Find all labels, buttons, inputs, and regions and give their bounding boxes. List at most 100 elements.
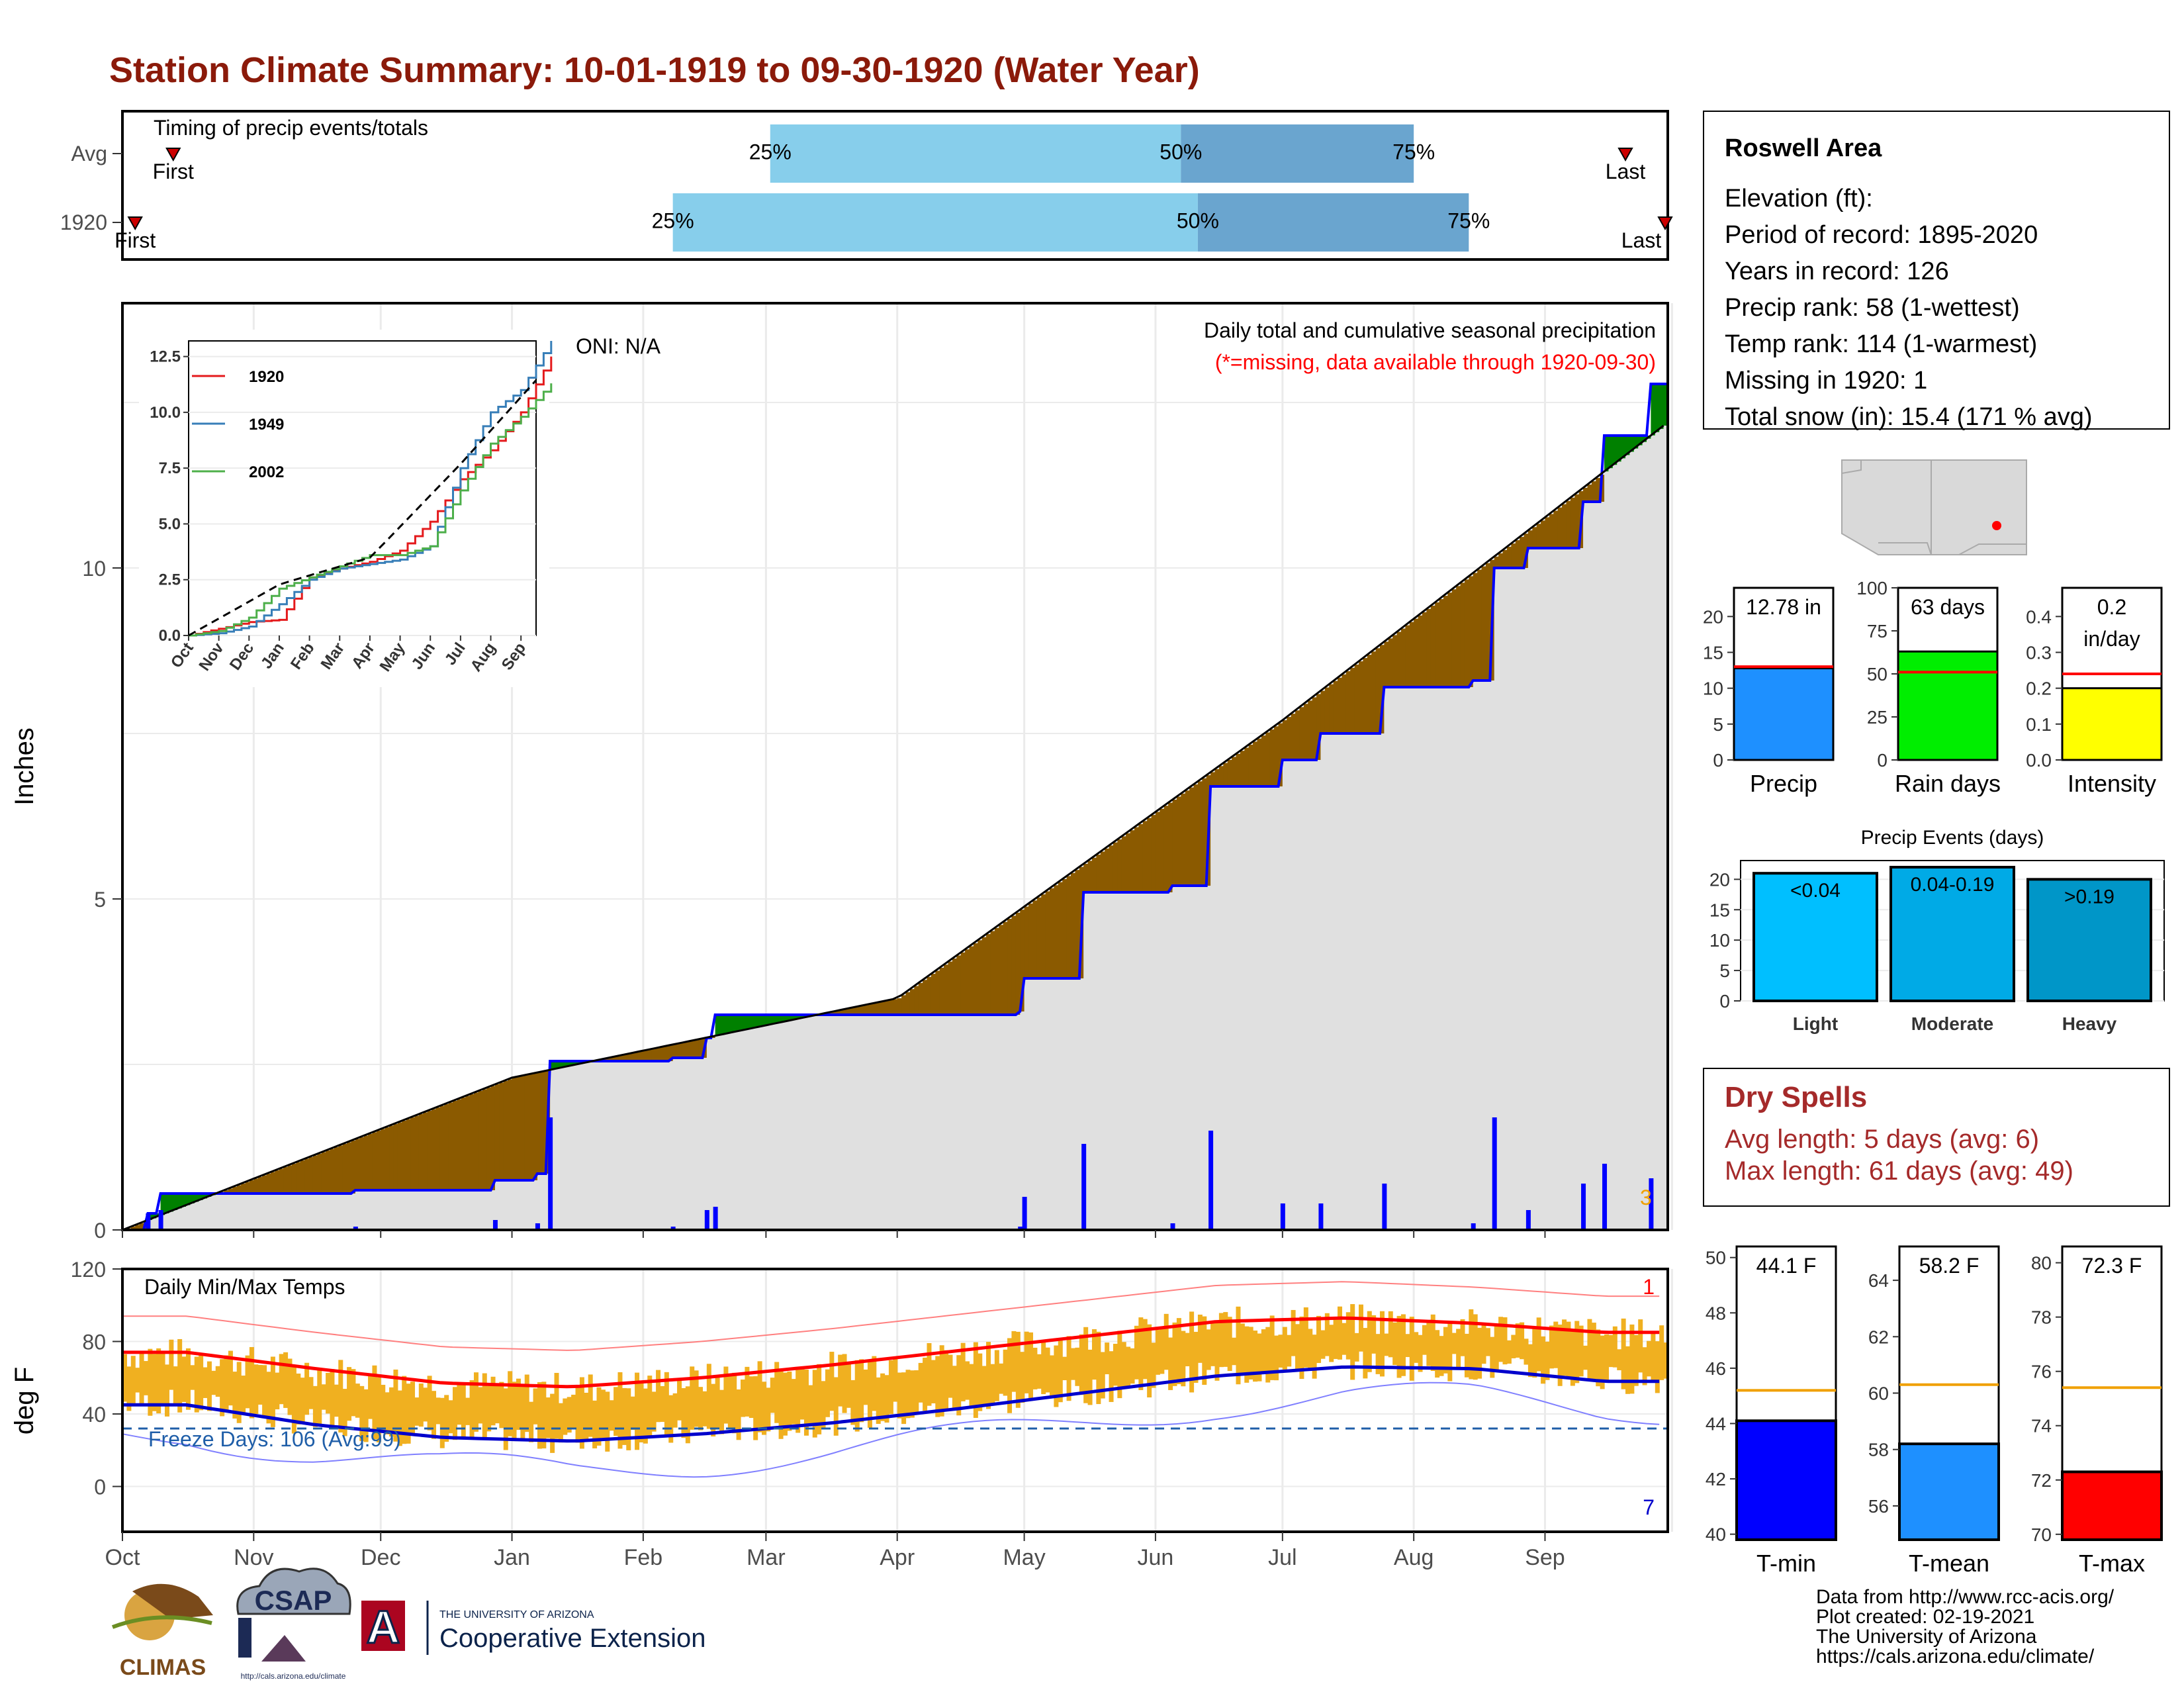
temp-bar-tick-label: 56 [1868, 1496, 1889, 1517]
below-average-fill [1214, 769, 1220, 786]
daily-temp-bar [897, 1372, 902, 1419]
cumulative-area [512, 1180, 517, 1230]
above-average-fill [575, 1061, 580, 1065]
dry-spells-title: Dry Spells [1725, 1081, 1867, 1113]
cumulative-area [529, 1180, 534, 1230]
above-average-fill [761, 1015, 766, 1027]
below-average-fill [1282, 720, 1287, 760]
below-average-fill [1232, 757, 1236, 786]
below-average-fill [1430, 605, 1435, 687]
below-average-fill [1473, 573, 1478, 680]
below-average-fill [1515, 540, 1520, 568]
daily-temp-bar [1011, 1331, 1017, 1392]
daily-temp-bar [199, 1354, 204, 1411]
below-average-fill [135, 1225, 140, 1230]
footer-credits: Data from http://www.rcc-acis.org/Plot c… [1816, 1586, 2115, 1667]
cumulative-area [482, 1190, 487, 1230]
daily-temp-bar [833, 1377, 839, 1436]
daily-temp-bar [664, 1372, 669, 1438]
daily-temp-bar [1625, 1346, 1631, 1394]
cumulative-area [901, 1015, 906, 1230]
above-average-fill [190, 1194, 195, 1203]
daily-temp-bar [935, 1356, 940, 1417]
cumulative-area [423, 1190, 428, 1230]
below-average-fill [241, 1184, 246, 1194]
cumulative-area [283, 1194, 288, 1230]
cumulative-area [1447, 687, 1453, 1230]
timing-marker-icon [165, 148, 181, 162]
daily-temp-bar [1405, 1334, 1410, 1358]
below-average-fill [1359, 661, 1363, 733]
below-average-fill [347, 1142, 351, 1194]
below-average-fill [609, 1057, 614, 1061]
cumulative-area [432, 1190, 436, 1230]
below-average-fill [1253, 741, 1257, 786]
timing-marker-label: Last [1606, 160, 1646, 183]
precip-anomaly-fill [122, 383, 1668, 1231]
cumulative-area [711, 1038, 716, 1230]
info-lines: Elevation (ft): Period of record: 1895-20… [1725, 185, 2093, 431]
daily-temp-bar [397, 1390, 402, 1446]
mini-bar-tick-label: 0 [1713, 750, 1723, 771]
csap-url: http://cals.arizona.edu/climate [241, 1671, 346, 1681]
below-average-fill [1050, 888, 1054, 978]
below-average-fill [1105, 848, 1110, 892]
daily-temp-bar [1329, 1325, 1334, 1362]
below-average-fill [512, 1078, 517, 1180]
cumulative-area [1388, 687, 1393, 1230]
daily-temp-bar [1126, 1346, 1131, 1387]
daily-temp-bar [1400, 1314, 1406, 1376]
daily-temp-bar [321, 1384, 326, 1410]
temp-bar-label: T-max [2079, 1550, 2145, 1577]
daily-temp-bar [1265, 1327, 1271, 1383]
above-average-fill [791, 1015, 796, 1020]
above-average-fill [1642, 436, 1647, 442]
daily-temp-bar [1015, 1331, 1021, 1408]
cumulative-area [1612, 465, 1617, 1231]
daily-temp-bar [1473, 1314, 1478, 1380]
daily-temp-bar [1287, 1335, 1292, 1367]
below-average-fill [308, 1157, 314, 1194]
daily-temp-bar [626, 1388, 631, 1450]
below-average-fill [1570, 497, 1575, 548]
cumulative-area [817, 1015, 822, 1230]
below-average-fill [1545, 517, 1550, 548]
daily-temp-bar [1536, 1317, 1541, 1372]
temp-bar-value: 44.1 F [1756, 1254, 1817, 1278]
daily-temp-bar [1354, 1333, 1359, 1362]
cumulative-area [1232, 786, 1236, 1230]
below-average-fill [1257, 738, 1262, 786]
below-average-fill [287, 1165, 293, 1194]
below-average-fill [969, 946, 974, 1015]
daily-temp-bar [761, 1382, 766, 1435]
above-average-fill [732, 1015, 737, 1033]
cumulative-area [1350, 733, 1355, 1230]
daily-temp-bar [160, 1352, 165, 1404]
cumulative-area [1050, 978, 1054, 1230]
below-average-fill [939, 967, 944, 1015]
above-average-fill [194, 1194, 199, 1202]
cumulative-area [715, 1035, 720, 1230]
daily-temp-bar [185, 1348, 191, 1410]
below-average-fill [469, 1094, 475, 1190]
below-average-fill [1532, 527, 1537, 548]
info-line: Years in record: 126 [1725, 258, 1949, 285]
above-average-fill [741, 1015, 745, 1031]
below-average-fill [897, 998, 902, 1015]
below-average-fill [1058, 882, 1063, 978]
below-average-fill [1308, 700, 1313, 760]
below-average-fill [918, 982, 923, 1015]
below-average-fill [1549, 514, 1554, 548]
daily-temp-bar [656, 1370, 661, 1423]
below-average-fill [690, 1041, 695, 1058]
cumulative-area [211, 1195, 216, 1230]
below-average-fill [253, 1178, 259, 1194]
below-average-fill [986, 934, 991, 1015]
footer-line: Plot created: 02-19-2021 [1816, 1606, 2034, 1628]
cumulative-area [630, 1061, 635, 1230]
temp-bar-tick-label: 62 [1868, 1327, 1889, 1347]
cumulative-area [169, 1211, 174, 1230]
below-average-fill [1020, 910, 1025, 1011]
daily-temp-bar [1058, 1340, 1063, 1403]
below-average-fill [444, 1104, 449, 1190]
